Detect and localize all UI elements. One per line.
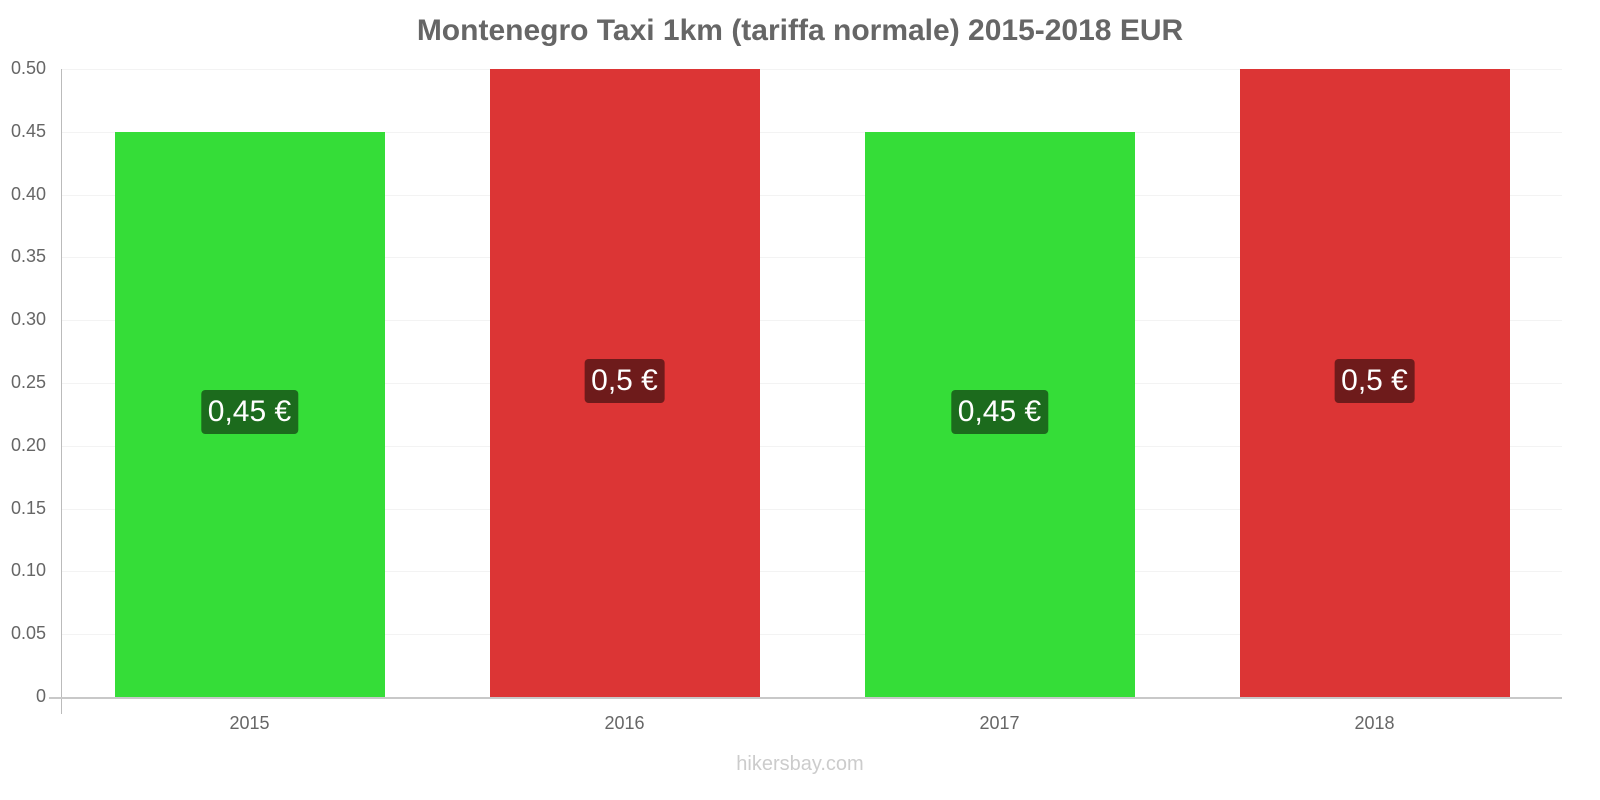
bar-value-label: 0,45 €: [201, 390, 298, 434]
bar-value-label: 0,45 €: [951, 390, 1048, 434]
y-tick-label: 0.25: [0, 372, 46, 393]
y-tick-label: 0.15: [0, 498, 46, 519]
y-tick-label: 0.40: [0, 184, 46, 205]
y-tick-label: 0.35: [0, 246, 46, 267]
x-tick-label: 2015: [200, 713, 300, 734]
x-axis-line: [49, 697, 1562, 699]
y-tick-label: 0: [0, 686, 46, 707]
y-tick-label: 0.05: [0, 623, 46, 644]
x-tick-label: 2018: [1325, 713, 1425, 734]
bar-value-label: 0,5 €: [584, 359, 665, 403]
x-tick-label: 2017: [950, 713, 1050, 734]
x-tick-label: 2016: [575, 713, 675, 734]
chart-title: Montenegro Taxi 1km (tariffa normale) 20…: [0, 14, 1600, 48]
plot-area: 0,45 € 0,5 € 0,45 € 0,5 €: [62, 69, 1562, 697]
y-tick-label: 0.20: [0, 435, 46, 456]
bar-2015[interactable]: 0,45 €: [115, 132, 385, 697]
bar-2017[interactable]: 0,45 €: [865, 132, 1135, 697]
y-tick-label: 0.45: [0, 121, 46, 142]
bar-value-label: 0,5 €: [1334, 359, 1415, 403]
bar-2018[interactable]: 0,5 €: [1240, 69, 1510, 697]
y-tick-label: 0.10: [0, 560, 46, 581]
y-tick-label: 0.50: [0, 58, 46, 79]
bar-2016[interactable]: 0,5 €: [490, 69, 760, 697]
watermark: hikersbay.com: [0, 753, 1600, 776]
y-tick-label: 0.30: [0, 309, 46, 330]
